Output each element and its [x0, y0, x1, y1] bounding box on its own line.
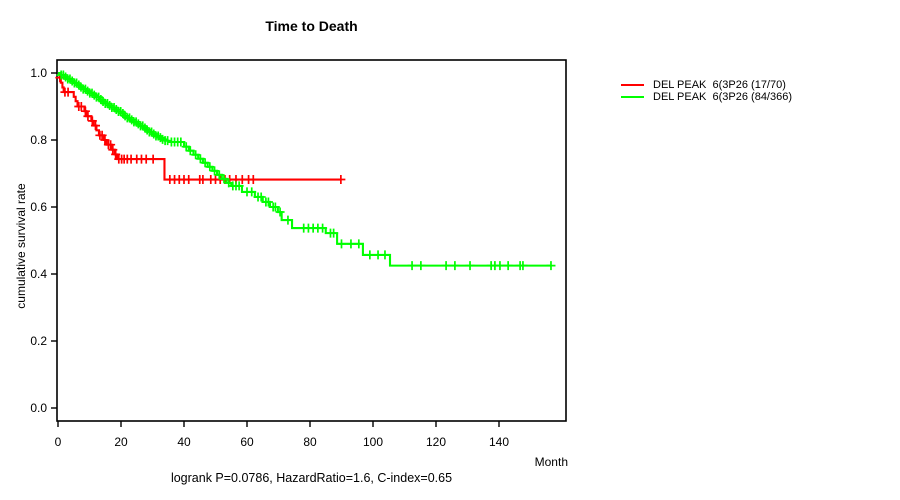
- censor-mark: [337, 239, 346, 249]
- censor-mark: [234, 181, 244, 191]
- censor-mark: [83, 86, 93, 96]
- censor-mark: [336, 175, 346, 185]
- censor-mark: [416, 261, 426, 271]
- censor-mark: [518, 261, 528, 271]
- censor-mark: [219, 174, 229, 184]
- censor-mark: [318, 223, 328, 233]
- censor-mark: [275, 207, 285, 217]
- censor-mark: [83, 111, 93, 121]
- statistics-annotation: logrank P=0.0786, HazardRatio=1.6, C-ind…: [170, 471, 453, 485]
- censor-mark: [329, 228, 339, 238]
- censor-mark: [181, 142, 191, 152]
- censor-mark: [74, 80, 84, 90]
- x-tick-label: 40: [177, 435, 191, 449]
- legend: DEL PEAK 6(3P26 (17/70) DEL PEAK 6(3P26 …: [621, 79, 792, 103]
- censor-mark: [263, 197, 273, 207]
- x-tick-label: 80: [303, 435, 317, 449]
- censor-mark: [247, 187, 257, 197]
- x-tick-label: 120: [426, 435, 446, 449]
- y-tick-label: 0.2: [30, 334, 47, 348]
- plot-box: [56, 59, 567, 422]
- censor-mark: [354, 239, 364, 249]
- censor-mark: [97, 130, 107, 140]
- censor-mark: [108, 145, 118, 155]
- censor-mark: [148, 154, 158, 164]
- censor-mark: [140, 123, 150, 133]
- censor-mark: [407, 261, 417, 271]
- censor-mark: [76, 102, 86, 111]
- y-tick-label: 0.4: [30, 267, 47, 281]
- censor-mark: [106, 140, 116, 150]
- censor-mark: [214, 170, 224, 180]
- censor-mark: [176, 137, 186, 147]
- censor-mark: [89, 90, 99, 100]
- censor-mark: [105, 100, 115, 110]
- censor-mark: [90, 121, 100, 131]
- censor-mark: [283, 215, 293, 225]
- censor-mark: [503, 261, 513, 271]
- survival-curve: [58, 71, 551, 267]
- legend-row-red: DEL PEAK 6(3P26 (17/70): [621, 79, 792, 91]
- censor-mark: [495, 261, 505, 271]
- y-axis-title: cumulative survival rate: [14, 183, 28, 309]
- censor-mark: [195, 154, 205, 164]
- y-tick-label: 1.0: [30, 66, 47, 80]
- x-tick-label: 60: [240, 435, 254, 449]
- censor-mark: [256, 192, 266, 202]
- censor-mark: [270, 202, 280, 212]
- censor-mark: [87, 116, 97, 126]
- censor-mark: [465, 261, 475, 271]
- censor-mark: [184, 175, 194, 185]
- x-tick-label: 100: [363, 435, 383, 449]
- y-tick-label: 0.6: [30, 200, 47, 214]
- censor-mark: [127, 115, 137, 125]
- x-axis-title: Month: [534, 455, 568, 469]
- censor-mark: [111, 105, 121, 115]
- censor-mark: [133, 119, 143, 129]
- x-tick-label: 140: [489, 435, 509, 449]
- chart-title: Time to Death: [265, 18, 358, 34]
- censor-mark: [63, 87, 73, 97]
- legend-label-red: DEL PEAK 6(3P26 (17/70): [653, 79, 786, 91]
- censor-mark: [380, 250, 390, 260]
- censor-mark: [210, 166, 220, 176]
- censor-mark: [205, 162, 215, 172]
- censor-mark: [111, 149, 121, 159]
- survival-curve: [58, 71, 341, 181]
- censor-mark: [100, 135, 110, 145]
- y-tick-label: 0.0: [30, 401, 47, 415]
- red-line-swatch: [621, 84, 644, 86]
- censor-mark: [248, 175, 258, 185]
- censor-mark: [200, 158, 210, 168]
- green-line-swatch: [621, 96, 644, 98]
- legend-row-green: DEL PEAK 6(3P26 (84/366): [621, 91, 792, 103]
- censor-mark: [450, 261, 460, 271]
- legend-label-green: DEL PEAK 6(3P26 (84/366): [653, 91, 793, 103]
- x-tick-label: 20: [114, 435, 128, 449]
- x-tick-label: 0: [55, 435, 62, 449]
- censor-mark: [198, 175, 208, 185]
- censor-mark: [185, 146, 195, 156]
- censor-mark: [546, 261, 556, 271]
- censor-mark: [80, 106, 90, 116]
- censor-mark: [61, 72, 71, 82]
- censor-mark: [67, 76, 77, 86]
- y-tick-label: 0.8: [30, 133, 47, 147]
- censor-mark: [365, 250, 375, 260]
- censor-mark: [346, 239, 356, 249]
- censor-mark: [191, 150, 201, 160]
- censor-mark: [441, 261, 451, 271]
